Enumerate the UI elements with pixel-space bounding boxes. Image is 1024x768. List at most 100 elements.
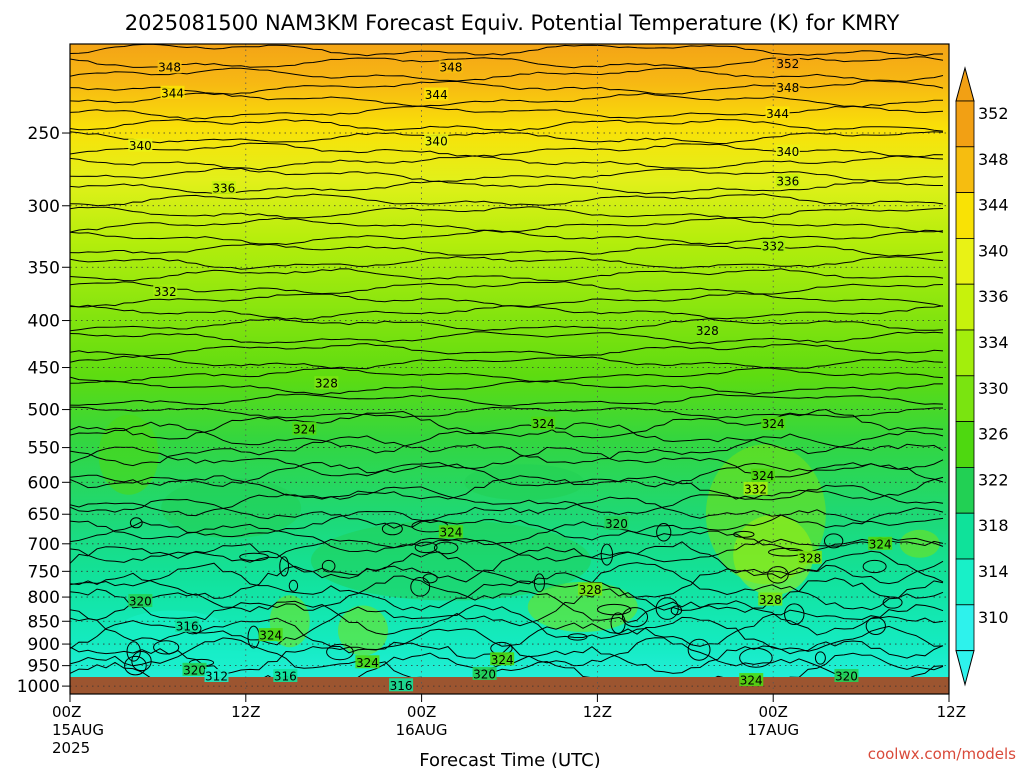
contour-label: 332: [762, 240, 785, 254]
field-feature: [117, 610, 228, 651]
contour-line: [70, 268, 944, 282]
colorbar-label: 348: [978, 150, 1009, 169]
contour-label: 316: [390, 679, 413, 693]
x-axis-title: Forecast Time (UTC): [419, 750, 600, 768]
contour-line: [288, 579, 299, 592]
x-tick-sublabel: 16AUG: [396, 721, 448, 739]
contour-line: [70, 521, 944, 554]
contour-line: [70, 461, 944, 489]
y-tick-label: 350: [28, 258, 60, 278]
contour-label: 328: [315, 377, 338, 391]
contour-label: 324: [259, 629, 282, 643]
contour-label-bg: [157, 60, 182, 74]
x-tick-label: 00Z: [52, 703, 81, 721]
contour-line: [655, 597, 679, 620]
contour-line: [814, 651, 826, 665]
contour-label: 336: [776, 175, 799, 189]
contour-line: [600, 543, 614, 566]
colorbar-segment: [955, 283, 975, 331]
contour-label-bg: [750, 468, 775, 482]
y-tick-label: 800: [28, 588, 60, 608]
y-tick-label: 300: [28, 197, 60, 217]
contour-label-bg: [314, 376, 339, 390]
contour-label: 340: [425, 134, 448, 148]
contour-label: 324: [740, 674, 763, 688]
contour-label-bg: [438, 525, 463, 539]
colorbar-label: 334: [978, 333, 1009, 352]
contour-line: [70, 380, 943, 396]
x-tick-label: 12Z: [231, 703, 260, 721]
contour-line: [70, 408, 944, 440]
y-tick-label: 400: [28, 312, 60, 332]
contour-label: 316: [176, 619, 199, 633]
contour-line: [70, 193, 944, 207]
contour-label: 324: [751, 469, 774, 483]
contour-label-bg: [355, 655, 380, 669]
contour-line: [381, 522, 403, 536]
y-tick-label: 750: [28, 562, 60, 582]
contour-label: 332: [744, 482, 767, 496]
x-tick-label: 00Z: [407, 703, 436, 721]
contour-label: 348: [776, 81, 799, 95]
contour-line: [70, 105, 944, 120]
y-tick-label: 550: [28, 439, 60, 459]
colorbar-label: 314: [978, 562, 1009, 581]
contour-line: [131, 651, 152, 672]
contour-label-bg: [761, 239, 786, 253]
contour-label-bg: [775, 56, 800, 70]
colorbar-segment: [955, 604, 975, 651]
colorbar-label: 322: [978, 470, 1009, 489]
colorbar-top-arrow: [955, 66, 975, 102]
contour-line: [129, 517, 143, 529]
contour-line: [70, 44, 943, 57]
contour-line: [70, 331, 944, 345]
contour-label: 344: [766, 107, 789, 121]
y-tick-label: 950: [28, 657, 60, 677]
field-feature: [464, 464, 585, 501]
field-feature: [338, 605, 388, 656]
contour-label-bg: [775, 80, 800, 94]
contour-label: 320: [605, 517, 628, 531]
contour-label-bg: [775, 144, 800, 158]
contour-label-bg: [424, 133, 449, 147]
colorbar-segment: [955, 512, 975, 560]
colorbar: 352 348 344 340 336 334 330 326 322 318 314 310: [955, 66, 1009, 687]
contour-label: 332: [154, 285, 177, 299]
contour-line: [70, 433, 944, 467]
contour-label: 352: [776, 57, 799, 71]
contour-line: [621, 607, 649, 628]
contour-label: 340: [776, 145, 799, 159]
colorbar-segment: [955, 421, 975, 468]
y-tick-label: 500: [28, 401, 60, 421]
contour-label-bg: [258, 628, 283, 642]
contour-line: [410, 577, 431, 597]
y-axis: 250 300 350 400 450 500 550 600 650 700 750 800 850 9…: [17, 124, 70, 697]
contour-label-bg: [153, 284, 178, 298]
colorbar-bottom-arrow: [955, 650, 975, 687]
colorbar-label: 344: [978, 196, 1009, 215]
contour-lines: [70, 44, 944, 694]
contour-label: 320: [473, 667, 496, 681]
field-feature: [161, 478, 302, 539]
contour-line: [70, 304, 944, 321]
contour-line: [422, 573, 438, 584]
contour-label: 320: [129, 595, 152, 609]
contour-line: [70, 496, 944, 529]
contour-line: [70, 541, 944, 585]
contour-line: [784, 603, 805, 626]
contour-label-bg: [797, 550, 822, 564]
colorbar-segment: [955, 192, 975, 239]
contour-label-bg: [424, 87, 449, 101]
contour-line: [124, 655, 147, 676]
contour-line: [70, 406, 943, 419]
colorbar-label: 340: [978, 241, 1009, 260]
field-feature: [899, 529, 940, 558]
ground-surface: [70, 677, 949, 694]
colorbar-label: 310: [978, 608, 1009, 627]
contour-line: [70, 206, 944, 219]
contour-line: [433, 541, 459, 555]
contour-line: [767, 566, 789, 584]
contour-line: [70, 92, 944, 108]
